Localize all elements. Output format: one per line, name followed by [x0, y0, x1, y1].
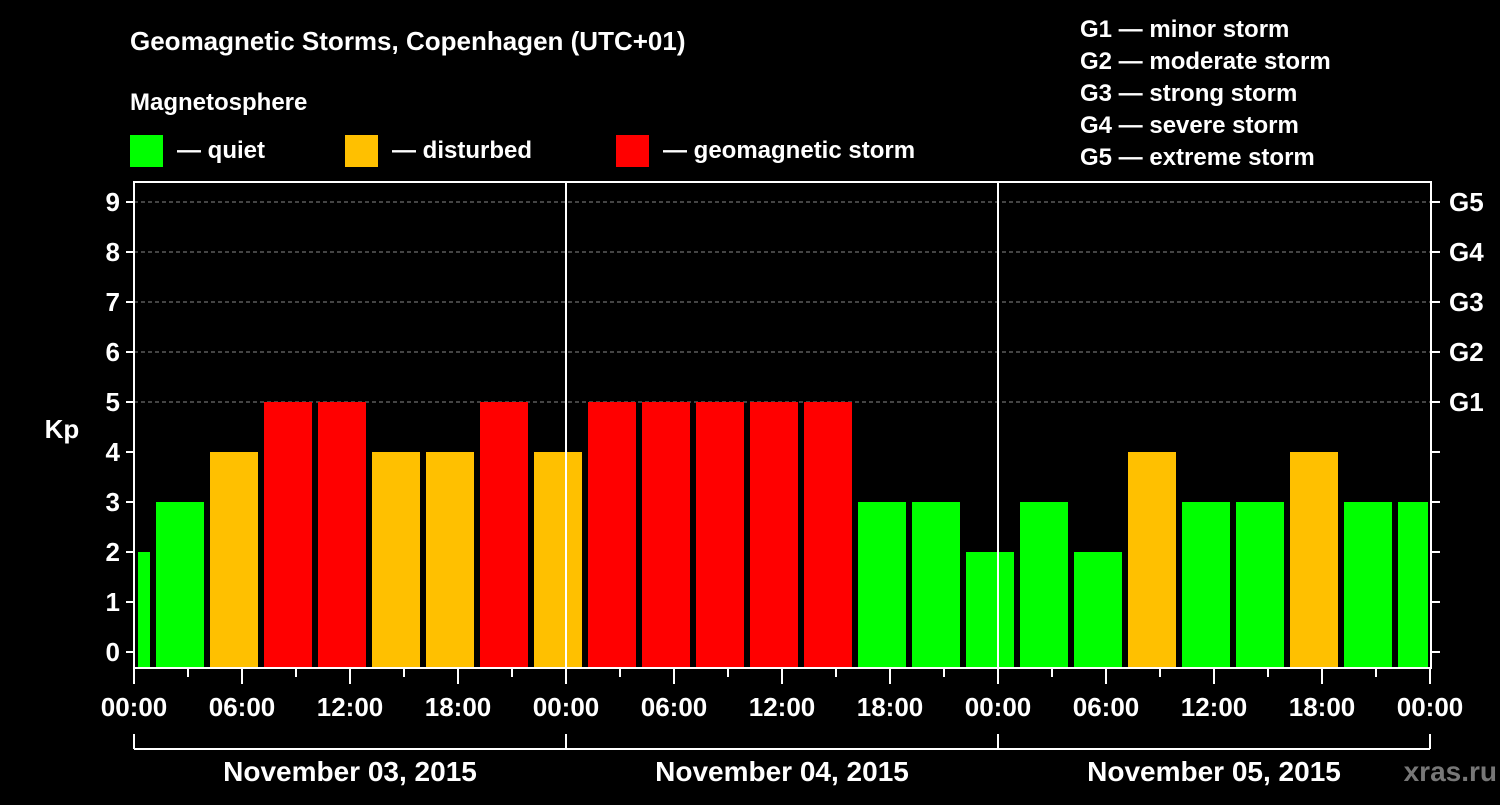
legend-label: — geomagnetic storm	[663, 137, 915, 164]
y-tick-label: 3	[106, 487, 120, 517]
x-tick-label: 00:00	[101, 692, 168, 722]
kp-bar	[1398, 502, 1428, 668]
scale-legend-item: G3 — strong storm	[1080, 80, 1297, 107]
y-tick-label: 5	[106, 387, 120, 417]
scale-legend-item: G5 — extreme storm	[1080, 144, 1315, 171]
legend-swatch	[130, 135, 163, 167]
x-tick-label: 12:00	[317, 692, 384, 722]
scale-legend-item: G2 — moderate storm	[1080, 48, 1331, 75]
x-tick-label: 12:00	[749, 692, 816, 722]
x-tick-label: 18:00	[1289, 692, 1356, 722]
date-label: November 05, 2015	[1087, 756, 1341, 787]
kp-bar	[588, 402, 636, 668]
watermark: xras.ru	[1404, 756, 1497, 787]
chart-subtitle: Magnetosphere	[130, 89, 307, 116]
x-tick-label: 00:00	[965, 692, 1032, 722]
kp-bar	[696, 402, 744, 668]
kp-bar	[966, 552, 1014, 668]
kp-bar	[1020, 502, 1068, 668]
kp-bar	[156, 502, 204, 668]
axes: 0 1 2 3 4 5 6 7 8 9 G1 G2 G3 G4 G5 00:00 06:00 12:00 18:00…	[101, 181, 1484, 787]
y-tick-label: 6	[106, 337, 120, 367]
kp-bar	[804, 402, 852, 668]
g-scale-label: G3	[1449, 287, 1484, 317]
date-label: November 03, 2015	[223, 756, 477, 787]
kp-bar	[1290, 452, 1338, 668]
y-tick-label: 2	[106, 537, 120, 567]
kp-bar	[912, 502, 960, 668]
x-tick-label: 06:00	[209, 692, 276, 722]
legend-label: — disturbed	[392, 137, 532, 164]
kp-bar	[1074, 552, 1122, 668]
kp-bar	[138, 552, 150, 668]
kp-bar	[858, 502, 906, 668]
scale-legend: G1 — minor storm G2 — moderate storm G3 — …	[1080, 16, 1331, 171]
legend: — quiet — disturbed — geomagnetic storm	[130, 135, 915, 167]
kp-bar	[480, 402, 528, 668]
kp-bar	[1236, 502, 1284, 668]
g-scale-label: G1	[1449, 387, 1484, 417]
y-tick-label: 9	[106, 187, 120, 217]
date-label: November 04, 2015	[655, 756, 909, 787]
scale-legend-item: G1 — minor storm	[1080, 16, 1289, 43]
kp-bar	[426, 452, 474, 668]
kp-bar	[372, 452, 420, 668]
kp-bar	[264, 402, 312, 668]
g-scale-label: G2	[1449, 337, 1484, 367]
kp-bar	[750, 402, 798, 668]
y-tick-label: 8	[106, 237, 120, 267]
kp-bar	[1344, 502, 1392, 668]
x-tick-label: 06:00	[1073, 692, 1140, 722]
y-axis-label: Kp	[45, 414, 80, 444]
y-tick-label: 4	[106, 437, 121, 467]
y-tick-label: 1	[106, 587, 120, 617]
x-tick-label: 18:00	[857, 692, 924, 722]
x-tick-label: 00:00	[1397, 692, 1464, 722]
grid	[134, 201, 1431, 403]
x-tick-label: 12:00	[1181, 692, 1248, 722]
x-tick-label: 18:00	[425, 692, 492, 722]
chart-title: Geomagnetic Storms, Copenhagen (UTC+01)	[130, 26, 685, 56]
scale-legend-item: G4 — severe storm	[1080, 112, 1299, 139]
kp-bar	[1182, 502, 1230, 668]
x-tick-label: 06:00	[641, 692, 708, 722]
kp-bar	[1128, 452, 1176, 668]
x-tick-label: 00:00	[533, 692, 600, 722]
y-tick-label: 0	[106, 637, 120, 667]
legend-swatch	[616, 135, 649, 167]
g-scale-label: G5	[1449, 187, 1484, 217]
kp-bar	[534, 452, 582, 668]
kp-bar	[318, 402, 366, 668]
g-scale-label: G4	[1449, 237, 1484, 267]
legend-swatch	[345, 135, 378, 167]
legend-label: — quiet	[177, 137, 265, 164]
kp-bar	[210, 452, 258, 668]
kp-bar	[642, 402, 690, 668]
bars	[138, 402, 1428, 668]
y-tick-label: 7	[106, 287, 120, 317]
